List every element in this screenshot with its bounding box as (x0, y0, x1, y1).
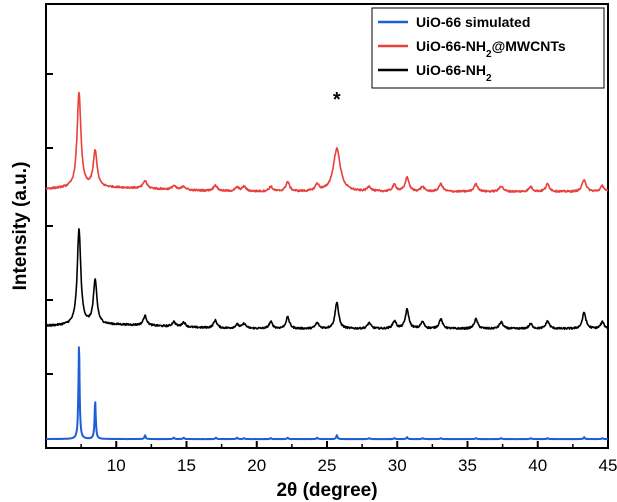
peak-annotation-star: * (333, 89, 341, 111)
x-tick-label: 30 (388, 456, 407, 475)
x-tick-label: 20 (247, 456, 266, 475)
series-layer (45, 91, 609, 441)
legend-label: UiO-66-NH2@MWCNTs (416, 38, 566, 60)
x-tick-label: 35 (458, 456, 477, 475)
x-axis-ticks: 10 15 20 25 30 35 40 45 (80, 441, 617, 475)
legend-label: UiO-66-NH2 (416, 62, 492, 84)
x-tick-label: 15 (177, 456, 196, 475)
x-axis-label: 2θ (degree) (276, 480, 377, 501)
x-tick-label: 40 (528, 456, 547, 475)
x-tick-label: 45 (599, 456, 617, 475)
series-line-1 (45, 346, 609, 441)
legend-label: UiO-66 simulated (416, 14, 530, 30)
y-axis-ticks (46, 73, 53, 375)
x-tick-label: 10 (107, 456, 126, 475)
legend-box (371, 7, 605, 89)
x-tick-label: 25 (318, 456, 337, 475)
y-axis-label: Intensity (a.u.) (10, 162, 31, 291)
series-line-2 (45, 228, 609, 331)
series-line-3 (45, 91, 609, 193)
legend: UiO-66 simulated UiO-66-NH2@MWCNTsUiO-66-… (371, 7, 605, 89)
